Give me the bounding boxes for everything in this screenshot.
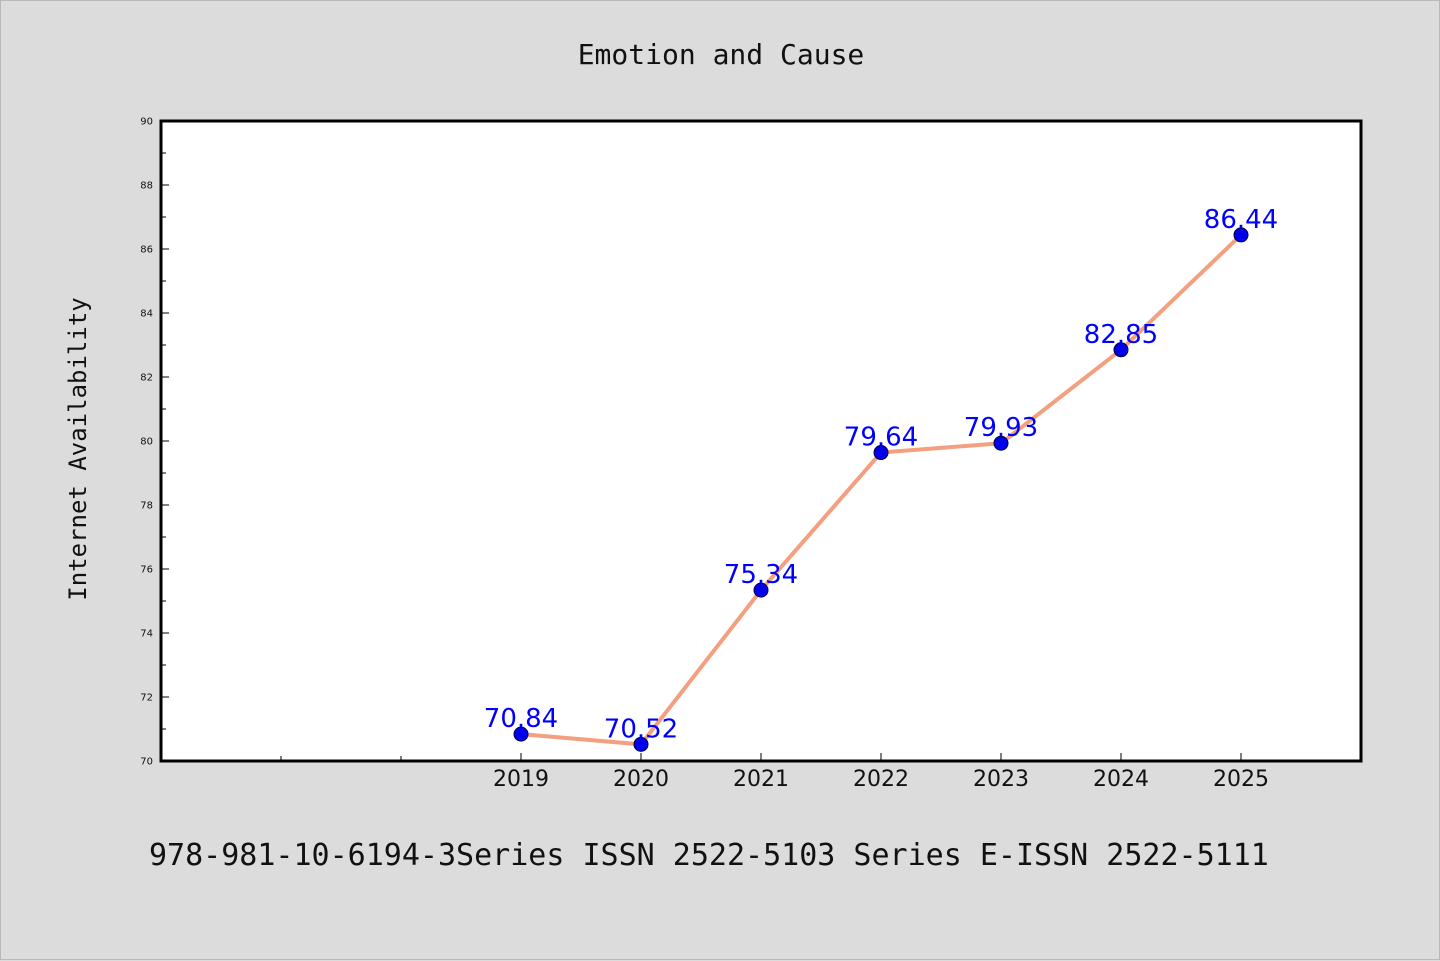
y-tick-label: 76 bbox=[140, 565, 153, 576]
y-tick-label: 86 bbox=[140, 245, 153, 256]
x-tick-label: 2021 bbox=[733, 767, 789, 792]
data-point bbox=[513, 726, 529, 742]
y-axis-label: Internet Availability bbox=[64, 297, 92, 600]
x-axis-ticks: 2019 2020 2021 2022 2023 2024 2025 bbox=[280, 753, 1269, 792]
data-label: 82.85 bbox=[1084, 320, 1158, 350]
y-tick-label: 90 bbox=[140, 117, 153, 128]
data-label: 75.34 bbox=[724, 560, 798, 590]
data-point bbox=[753, 582, 769, 598]
x-tick-label: 2023 bbox=[973, 767, 1029, 792]
y-tick-label: 70 bbox=[140, 757, 153, 768]
y-tick-label: 78 bbox=[140, 501, 153, 512]
x-tick-label: 2019 bbox=[493, 767, 549, 792]
data-point bbox=[993, 435, 1009, 451]
y-tick-label: 84 bbox=[140, 309, 153, 320]
series-layer: 70.84 70.52 75.34 79.64 79.93 82.85 86.44 bbox=[484, 205, 1278, 752]
data-label: 86.44 bbox=[1204, 205, 1278, 235]
y-tick-label: 74 bbox=[140, 629, 153, 640]
data-label: 79.64 bbox=[844, 423, 918, 453]
plot-area bbox=[159, 119, 1363, 763]
x-tick-label: 2022 bbox=[853, 767, 909, 792]
y-axis-ticks: 70 72 74 76 78 80 82 84 86 88 90 bbox=[140, 117, 169, 768]
footer-text: 978-981-10-6194-3Series ISSN 2522-5103 S… bbox=[149, 838, 1269, 873]
x-tick-label: 2024 bbox=[1093, 767, 1149, 792]
data-label: 70.84 bbox=[484, 704, 558, 734]
chart-title: Emotion and Cause bbox=[578, 38, 865, 71]
data-point bbox=[873, 445, 889, 461]
y-tick-label: 82 bbox=[140, 373, 153, 384]
y-tick-label: 88 bbox=[140, 181, 153, 192]
x-tick-label: 2020 bbox=[613, 767, 669, 792]
y-tick-label: 80 bbox=[140, 437, 153, 448]
data-point bbox=[633, 736, 649, 752]
y-tick-label: 72 bbox=[140, 693, 153, 704]
data-point bbox=[1233, 227, 1249, 243]
data-label: 70.52 bbox=[604, 714, 678, 744]
data-label: 79.93 bbox=[964, 413, 1038, 443]
data-point bbox=[1113, 342, 1129, 358]
x-tick-label: 2025 bbox=[1213, 767, 1269, 792]
